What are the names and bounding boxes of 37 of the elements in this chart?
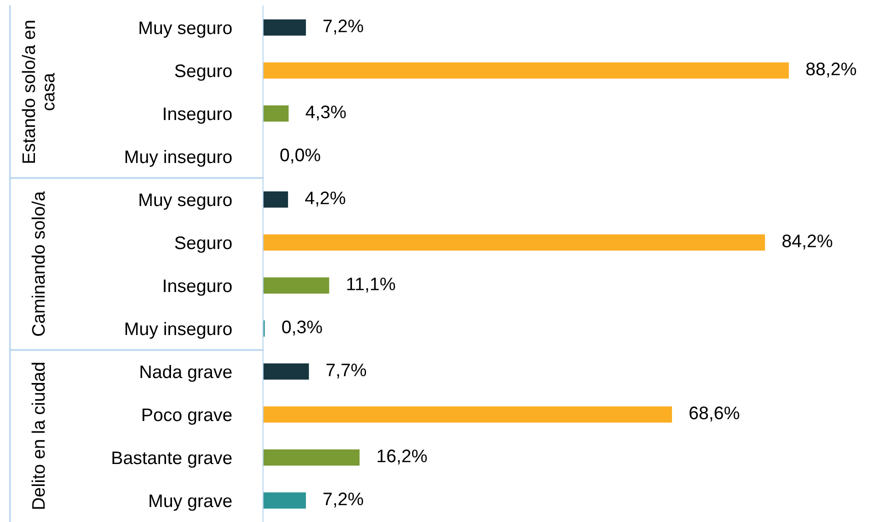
- bar: [263, 406, 672, 423]
- y-tick-label: Seguro: [175, 64, 232, 81]
- bar: [263, 105, 289, 122]
- data-label: 0,3%: [282, 320, 322, 336]
- data-label: 16,2%: [378, 450, 427, 464]
- text: Caminando solo/a: [32, 191, 45, 336]
- y-tick-label: Seguro: [175, 236, 232, 253]
- data-label: 68,6%: [690, 406, 740, 422]
- y-tick-label: Muy seguro: [140, 194, 232, 210]
- data-label: 7,2%: [324, 20, 364, 34]
- y-tick-label: Muy grave: [150, 494, 232, 511]
- data-label: 11,1%: [347, 278, 396, 292]
- y-tick-label: Poco grave: [142, 408, 232, 425]
- data-label: 0,0%: [280, 148, 320, 164]
- y-tick-label: Muy seguro: [140, 22, 232, 38]
- data-label: 84,2%: [782, 234, 832, 250]
- bar: [263, 363, 309, 380]
- bar: [263, 234, 766, 251]
- text: Delito en la ciudad: [32, 362, 45, 509]
- data-label: 4,2%: [305, 192, 346, 206]
- y-tick-label: Muy inseguro: [126, 150, 232, 167]
- data-label: 4,3%: [306, 106, 346, 120]
- y-tick-label: Inseguro: [164, 280, 232, 296]
- bar: [263, 492, 306, 509]
- bar: [263, 191, 288, 208]
- data-label: 7,2%: [324, 492, 364, 508]
- y-tick-label: Nada grave: [140, 364, 232, 382]
- data-label: 88,2%: [806, 62, 856, 78]
- bar: [263, 19, 306, 36]
- y-tick-label: Bastante grave: [112, 452, 232, 468]
- text: Estando solo/a en casa: [22, 20, 55, 163]
- bar: [263, 62, 789, 79]
- bar: [263, 449, 360, 466]
- y-tick-label: Muy inseguro: [126, 322, 232, 339]
- y-tick-label: Inseguro: [164, 108, 232, 124]
- data-label: 7,7%: [326, 364, 366, 378]
- bar: [263, 277, 330, 294]
